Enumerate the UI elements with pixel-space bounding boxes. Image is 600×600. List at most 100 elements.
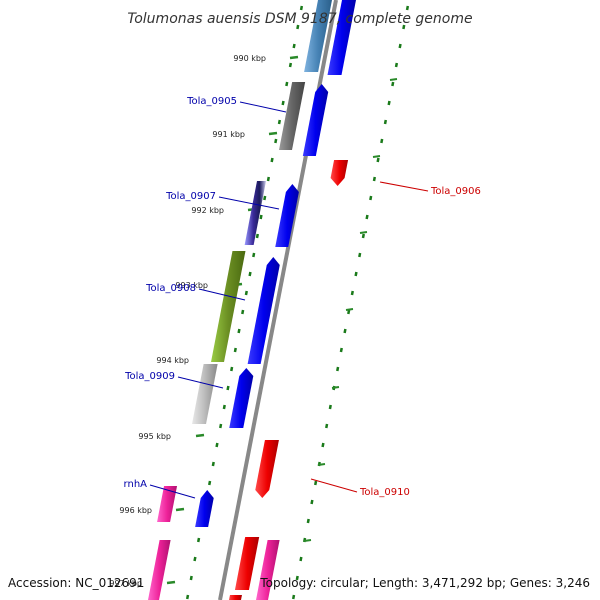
ruler-dot <box>281 100 285 106</box>
gene-label-group[interactable]: Tola_0910 <box>310 478 410 498</box>
ruler-dot <box>270 157 274 163</box>
ruler-dot <box>398 43 402 49</box>
ruler-dot <box>222 404 226 410</box>
gene-leader-line <box>218 196 280 210</box>
ruler-major-dash <box>389 78 398 81</box>
ruler-dot <box>336 366 340 372</box>
tick-7: 997 kbp <box>109 579 176 588</box>
ruler-dot <box>339 347 343 353</box>
gene-cluster-block <box>244 181 267 245</box>
gene-cluster-block <box>279 82 306 150</box>
gene-leader-line <box>310 478 358 493</box>
ruler-dot <box>361 233 365 239</box>
ruler-major-dash <box>317 463 326 466</box>
ruler-major-dash <box>372 155 381 158</box>
ruler-dot <box>296 24 300 30</box>
gene-label-group[interactable]: rnhA <box>124 479 196 499</box>
ruler-dot <box>263 195 267 201</box>
ruler-dot <box>244 290 248 296</box>
gene-leader-line <box>198 288 246 301</box>
gene-cluster-block <box>148 540 171 600</box>
outer-ruler <box>291 5 410 600</box>
genome-stats-text: Topology: circular; Length: 3,471,292 bp… <box>259 576 590 590</box>
accession-text: Accession: NC_012691 <box>8 576 144 590</box>
tick-label: 991 kbp <box>212 130 245 139</box>
ruler-major-dash <box>331 386 340 389</box>
cds-forward-arrow <box>195 490 214 527</box>
ruler-layer: 990 kbp 991 kbp 992 kbp 993 kbp 994 kbp 995 k… <box>109 5 410 600</box>
gene-label-group[interactable]: Tola_0907 <box>165 191 280 210</box>
ruler-dot <box>208 480 212 486</box>
cds-forward-arrow <box>229 368 254 428</box>
ruler-dot <box>347 309 351 315</box>
gene-label-group[interactable]: Tola_0908 <box>145 283 246 301</box>
ruler-dot <box>376 157 380 163</box>
ruler-dot <box>277 119 282 125</box>
ruler-dot <box>274 138 278 144</box>
cds-forward-arrow <box>302 84 329 156</box>
ruler-dot <box>383 119 388 125</box>
ruler-dot <box>196 537 201 543</box>
tick-label: 994 kbp <box>156 356 189 365</box>
label-layer: Tola_0905 Tola_0906 Tola_0907 Tola_0908 Tola… <box>124 96 481 499</box>
gene-cluster-block <box>192 364 218 424</box>
ruler-dot <box>372 176 377 182</box>
ruler-dot <box>354 271 358 277</box>
ruler-dot <box>185 594 190 600</box>
cds-reverse-arrow <box>255 440 279 498</box>
ruler-major-dash <box>345 308 354 311</box>
ruler-dot <box>343 328 347 334</box>
gene-leader-line <box>177 376 224 389</box>
gene-cluster-block <box>304 0 332 72</box>
ruler-major-dash <box>303 539 312 542</box>
tick-label: 990 kbp <box>233 54 266 63</box>
gene-label-group[interactable]: Tola_0906 <box>379 181 481 197</box>
tick-mark <box>195 433 205 438</box>
tick-label: 995 kbp <box>138 432 171 441</box>
cds-forward-arrow <box>327 0 356 75</box>
cds-reverse-arrow <box>229 595 242 600</box>
gene-label[interactable]: rnhA <box>124 479 148 490</box>
ruler-dot <box>237 328 241 334</box>
ruler-dot <box>299 556 303 562</box>
gene-label[interactable]: Tola_0905 <box>186 96 237 107</box>
ruler-dot <box>299 5 304 11</box>
tick-label: 992 kbp <box>191 206 224 215</box>
ruler-dot <box>255 233 259 239</box>
cds-reverse-arrow <box>330 160 349 186</box>
gene-cluster-block <box>157 486 178 522</box>
gene-label[interactable]: Tola_0910 <box>359 487 410 498</box>
ruler-major-dash <box>359 231 368 234</box>
ruler-dot <box>380 138 384 144</box>
gene-label[interactable]: Tola_0906 <box>430 186 481 197</box>
tick-5: 995 kbp <box>138 432 205 441</box>
ruler-dot <box>193 556 197 562</box>
tick-0: 990 kbp <box>233 54 299 63</box>
ruler-dot <box>215 442 219 448</box>
tick-label: 997 kbp <box>109 579 142 588</box>
gene-cluster-block <box>256 540 280 600</box>
tick-label: 993 kbp <box>175 281 208 290</box>
gene-label[interactable]: Tola_0908 <box>145 283 196 294</box>
feature-layer <box>148 0 356 600</box>
ruler-dot <box>358 252 362 258</box>
gene-label-group[interactable]: Tola_0905 <box>186 96 287 113</box>
ruler-dot <box>310 499 314 505</box>
ruler-dot <box>266 176 271 182</box>
cds-forward-arrow <box>275 184 299 247</box>
ruler-dot <box>292 43 296 49</box>
gene-leader-line <box>149 484 196 499</box>
cds-forward-arrow <box>247 257 280 364</box>
gene-label[interactable]: Tola_0909 <box>124 371 175 382</box>
ruler-dot <box>189 575 193 581</box>
gene-label[interactable]: Tola_0907 <box>165 191 216 202</box>
ruler-dot <box>387 100 391 106</box>
ruler-dot <box>285 81 289 87</box>
tick-mark <box>175 507 185 512</box>
tick-mark <box>289 55 299 60</box>
gene-label-group[interactable]: Tola_0909 <box>124 371 224 389</box>
tick-mark <box>166 580 176 585</box>
ruler-dot <box>230 366 234 372</box>
ruler-dot <box>259 214 263 220</box>
